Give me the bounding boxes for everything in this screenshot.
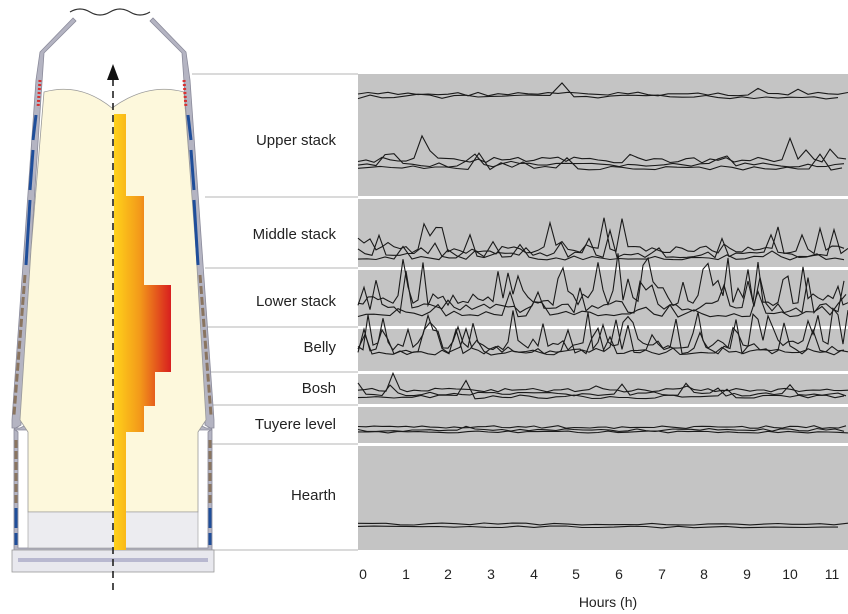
arrow-head-icon [107,64,119,80]
temperature-trace-line [357,82,839,100]
temperature-trace-line [357,289,847,318]
refractory-right [182,79,188,109]
temperature-traces [357,82,848,529]
temperature-trace-line [357,87,848,97]
panel-tuyere-level [358,407,848,443]
refractory-left [36,79,42,109]
gas-flow-arrow [107,64,119,590]
temperature-trace-line [357,371,848,393]
temperature-trace-line [357,271,845,315]
temperature-panels [358,74,848,550]
temperature-trace-line [357,217,845,255]
temperature-profile [114,114,171,550]
temperature-trace-line [357,153,845,168]
panel-upper-stack [358,74,848,196]
temperature-trace-line [357,425,845,432]
temperature-trace-line [357,307,848,351]
temperature-trace-line [357,425,847,429]
temperature-trace-line [357,430,848,434]
temperature-profile-shape [114,114,171,550]
brick-segments [12,274,213,505]
temperature-trace-line [357,227,848,259]
zone-separators [192,73,358,551]
cooling-staves [14,114,212,545]
temperature-trace-line [357,525,838,529]
temperature-trace-line [357,379,845,400]
temperature-trace-line [357,327,848,356]
top-wavy-line [69,8,151,16]
temperature-trace-line [357,134,847,164]
temperature-trace-line [357,240,845,261]
temperature-trace-line [357,152,843,171]
temperature-trace-line [357,253,848,308]
temperature-trace-line [357,522,848,526]
panel-hearth [358,446,848,550]
